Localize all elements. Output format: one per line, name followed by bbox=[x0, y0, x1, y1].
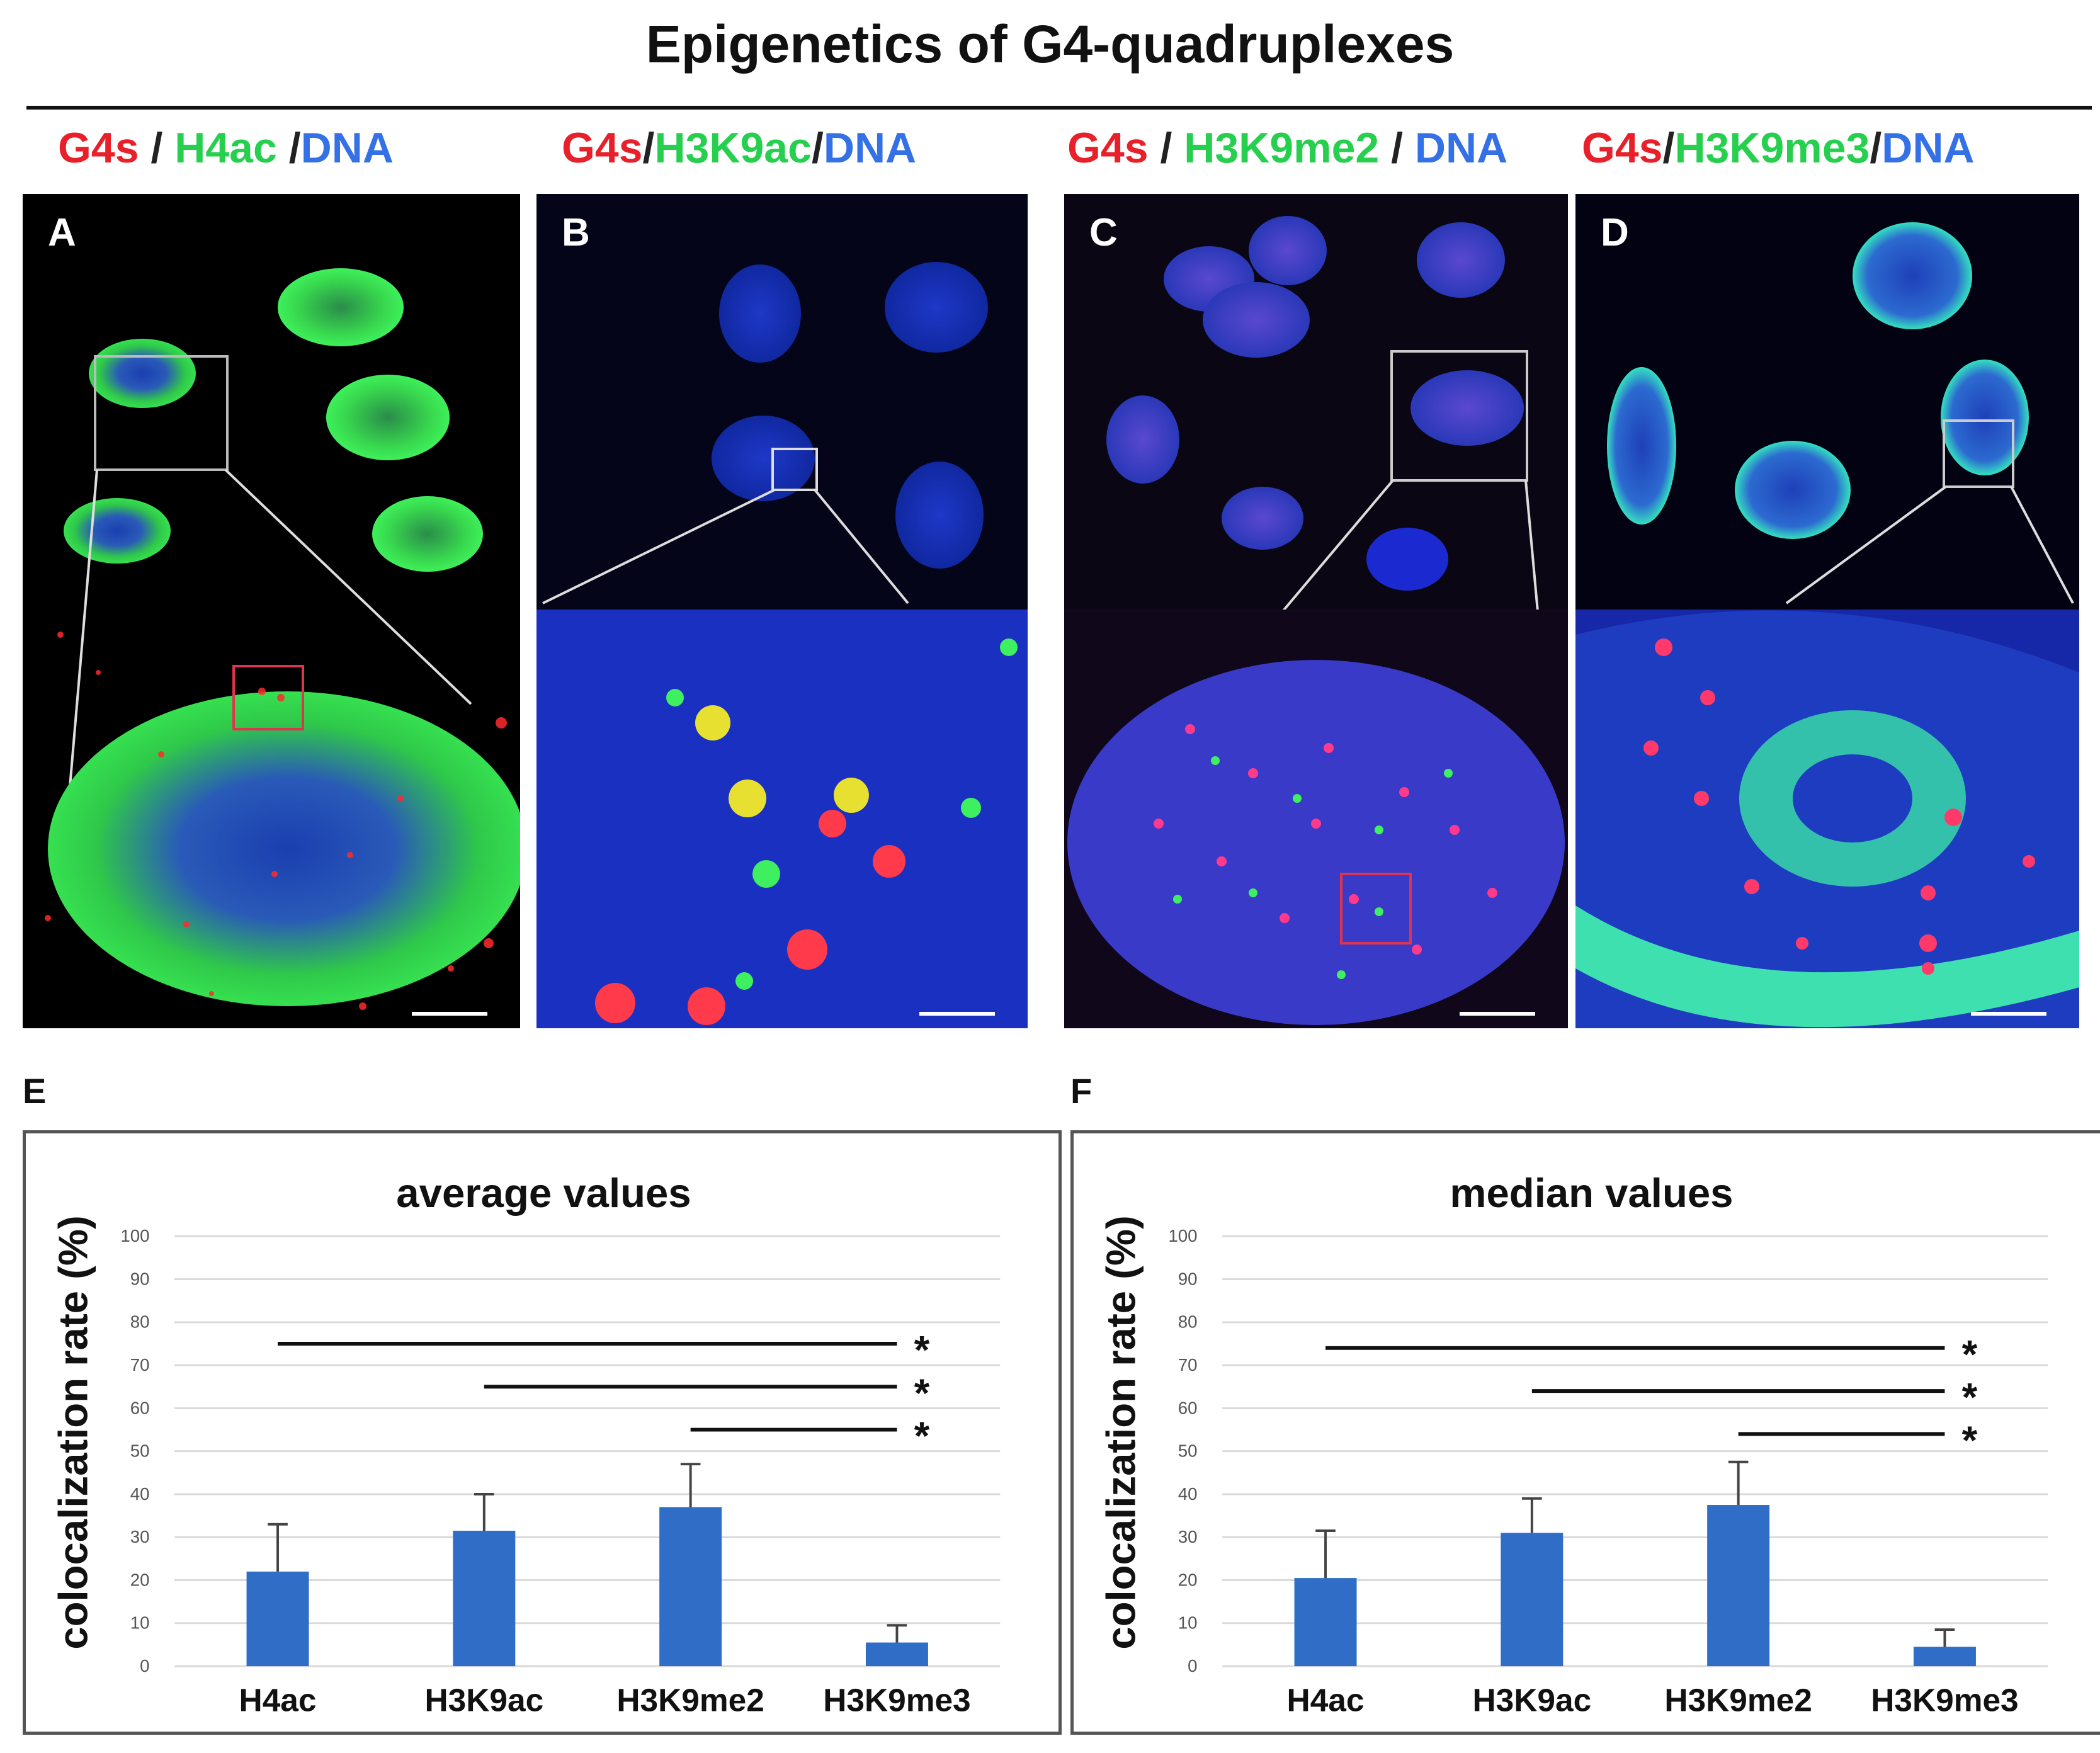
label-separator: / bbox=[1662, 124, 1675, 172]
dna-channel-label: DNA bbox=[823, 124, 917, 172]
x-tick-label: H3K9me2 bbox=[616, 1681, 764, 1718]
micrograph-b-image bbox=[536, 194, 1028, 1028]
chart-f-box: median values colocalization rate (%) 0 10 2… bbox=[1070, 1130, 2100, 1735]
chart-title: average values bbox=[396, 1170, 691, 1216]
micrograph-panel-b: B bbox=[536, 194, 1028, 1028]
x-tick-label: H4ac bbox=[239, 1681, 317, 1718]
y-axis-label: colocalization rate (%) bbox=[1098, 1215, 1144, 1649]
significance-star: * bbox=[1962, 1376, 1978, 1420]
y-tick-label: 50 bbox=[130, 1441, 150, 1461]
y-tick-label: 70 bbox=[130, 1355, 150, 1375]
label-separator: / bbox=[1870, 124, 1882, 172]
y-tick-label: 90 bbox=[130, 1269, 150, 1288]
panel-letter: C bbox=[1089, 211, 1118, 254]
x-tick-label: H3K9me3 bbox=[1871, 1681, 2018, 1718]
g4-channel-label: G4s bbox=[1067, 124, 1149, 172]
panel-letter: F bbox=[1070, 1071, 1093, 1111]
y-tick-label: 90 bbox=[1178, 1269, 1198, 1288]
x-tick-label: H3K9ac bbox=[1472, 1681, 1591, 1718]
y-tick-label: 20 bbox=[1178, 1570, 1198, 1589]
panel-letter: B bbox=[562, 211, 590, 254]
bar bbox=[246, 1571, 309, 1667]
panel-letter: A bbox=[48, 211, 76, 254]
label-separator: / bbox=[642, 124, 655, 172]
panel-c-channel-label: G4s / H3K9me2 / DNA bbox=[1067, 123, 1507, 173]
bar bbox=[865, 1642, 928, 1667]
dna-channel-label: DNA bbox=[1414, 124, 1508, 172]
title-divider bbox=[26, 106, 2092, 110]
mark-channel-label: H4ac bbox=[174, 124, 277, 172]
bar bbox=[659, 1507, 722, 1667]
dna-channel-label: DNA bbox=[1881, 124, 1975, 172]
significance-star: * bbox=[914, 1329, 930, 1373]
chart-e: average values colocalization rate (%) 0 10… bbox=[50, 1170, 1001, 1718]
bar bbox=[453, 1531, 516, 1667]
micrograph-a-image bbox=[45, 268, 520, 1010]
panel-d-channel-label: G4s/H3K9me3/DNA bbox=[1582, 123, 1975, 173]
y-tick-label: 60 bbox=[1178, 1398, 1198, 1417]
significance-star: * bbox=[1962, 1419, 1978, 1463]
micrograph-panel-a: A bbox=[23, 194, 520, 1028]
y-tick-label: 70 bbox=[1178, 1355, 1198, 1375]
micrograph-panel-c: C bbox=[1064, 194, 1568, 1028]
x-tick-label: H3K9me3 bbox=[823, 1681, 970, 1718]
chart-f: median values colocalization rate (%) 0 10 2… bbox=[1098, 1170, 2048, 1718]
panel-b-channel-label: G4s/H3K9ac/DNA bbox=[562, 123, 916, 173]
y-tick-label: 100 bbox=[1168, 1226, 1197, 1245]
g4-channel-label: G4s bbox=[1582, 124, 1663, 172]
chart-e-box: average values colocalization rate (%) 0 10… bbox=[23, 1130, 1062, 1735]
micrograph-d-image bbox=[1575, 194, 2079, 1028]
bar bbox=[1913, 1647, 1976, 1667]
panel-letter: D bbox=[1601, 211, 1629, 254]
x-tick-label: H3K9me2 bbox=[1664, 1681, 1812, 1718]
bar bbox=[1294, 1578, 1357, 1667]
label-separator: / bbox=[811, 124, 824, 172]
x-tick-label: H3K9ac bbox=[424, 1681, 543, 1718]
panel-letter: E bbox=[23, 1071, 47, 1111]
y-tick-label: 80 bbox=[130, 1312, 150, 1332]
y-tick-label: 10 bbox=[1178, 1613, 1198, 1633]
micrograph-panel-d: D bbox=[1575, 194, 2079, 1028]
x-tick-label: H4ac bbox=[1287, 1681, 1365, 1718]
y-tick-label: 80 bbox=[1178, 1312, 1198, 1332]
y-tick-label: 10 bbox=[130, 1613, 150, 1633]
mark-channel-label: H3K9ac bbox=[654, 124, 812, 172]
scale-bar bbox=[1971, 1012, 2046, 1016]
bar bbox=[1501, 1533, 1564, 1667]
y-tick-label: 0 bbox=[140, 1656, 149, 1676]
y-tick-label: 0 bbox=[1188, 1656, 1197, 1676]
g4-channel-label: G4s bbox=[58, 124, 139, 172]
g4-channel-label: G4s bbox=[562, 124, 643, 172]
y-tick-label: 30 bbox=[1178, 1527, 1198, 1546]
dna-channel-label: DNA bbox=[300, 124, 394, 172]
scale-bar bbox=[919, 1012, 995, 1016]
y-tick-label: 40 bbox=[1178, 1484, 1198, 1504]
mark-channel-label: H3K9me2 bbox=[1184, 124, 1380, 172]
significance-star: * bbox=[1962, 1332, 1978, 1376]
y-tick-label: 60 bbox=[130, 1398, 150, 1417]
y-tick-label: 50 bbox=[1178, 1441, 1198, 1461]
significance-star: * bbox=[914, 1371, 930, 1415]
panel-a-channel-label: G4s / H4ac /DNA bbox=[58, 123, 394, 173]
label-separator: / bbox=[288, 124, 301, 172]
label-separator: / bbox=[1391, 124, 1404, 172]
figure-title: Epigenetics of G4-quadruplexes bbox=[645, 14, 1455, 74]
scale-bar bbox=[412, 1012, 487, 1016]
y-axis-label: colocalization rate (%) bbox=[50, 1215, 96, 1649]
significance-star: * bbox=[914, 1414, 930, 1458]
y-tick-label: 100 bbox=[120, 1226, 149, 1245]
y-tick-label: 20 bbox=[130, 1570, 150, 1589]
y-tick-label: 30 bbox=[130, 1527, 150, 1546]
y-tick-label: 40 bbox=[130, 1484, 150, 1504]
mark-channel-label: H3K9me3 bbox=[1674, 124, 1870, 172]
micrograph-c-image bbox=[1064, 194, 1568, 1028]
label-separator: / bbox=[150, 124, 163, 172]
scale-bar bbox=[1460, 1012, 1535, 1016]
chart-title: median values bbox=[1450, 1170, 1733, 1216]
label-separator: / bbox=[1160, 124, 1172, 172]
bar bbox=[1707, 1505, 1770, 1667]
